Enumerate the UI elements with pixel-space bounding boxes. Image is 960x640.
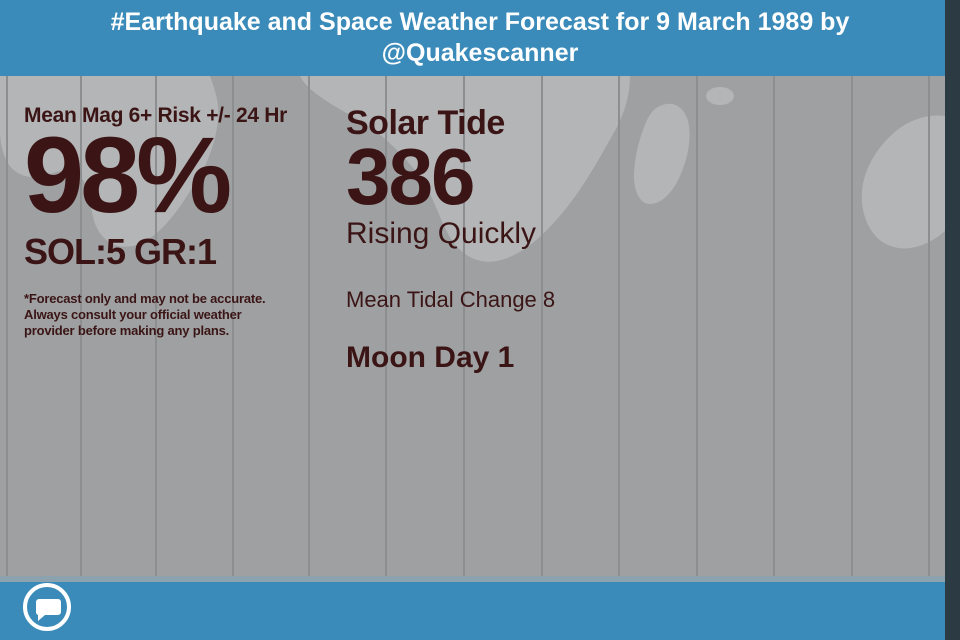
moon-day: Moon Day 1 (346, 341, 925, 375)
solar-tide-trend: Rising Quickly (346, 217, 925, 251)
risk-value: 98% (24, 124, 304, 227)
tide-column: Solar Tide 386 Rising Quickly Mean Tidal… (346, 104, 925, 576)
header-title: #Earthquake and Space Weather Forecast f… (22, 7, 938, 70)
header-bar: #Earthquake and Space Weather Forecast f… (0, 0, 960, 76)
footer-bar (0, 582, 945, 640)
solar-tide-value: 386 (346, 139, 925, 215)
chat-button[interactable] (20, 580, 74, 634)
data-columns: Mean Mag 6+ Risk +/- 24 Hr 98% SOL:5 GR:… (0, 76, 945, 576)
risk-column: Mean Mag 6+ Risk +/- 24 Hr 98% SOL:5 GR:… (24, 104, 304, 576)
right-edge-strip (945, 0, 960, 640)
chat-icon (22, 582, 72, 632)
tidal-change: Mean Tidal Change 8 (346, 287, 925, 313)
disclaimer-text: *Forecast only and may not be accurate. … (24, 291, 288, 340)
content-area: Mean Mag 6+ Risk +/- 24 Hr 98% SOL:5 GR:… (0, 76, 945, 576)
sol-gr-value: SOL:5 GR:1 (24, 231, 304, 273)
